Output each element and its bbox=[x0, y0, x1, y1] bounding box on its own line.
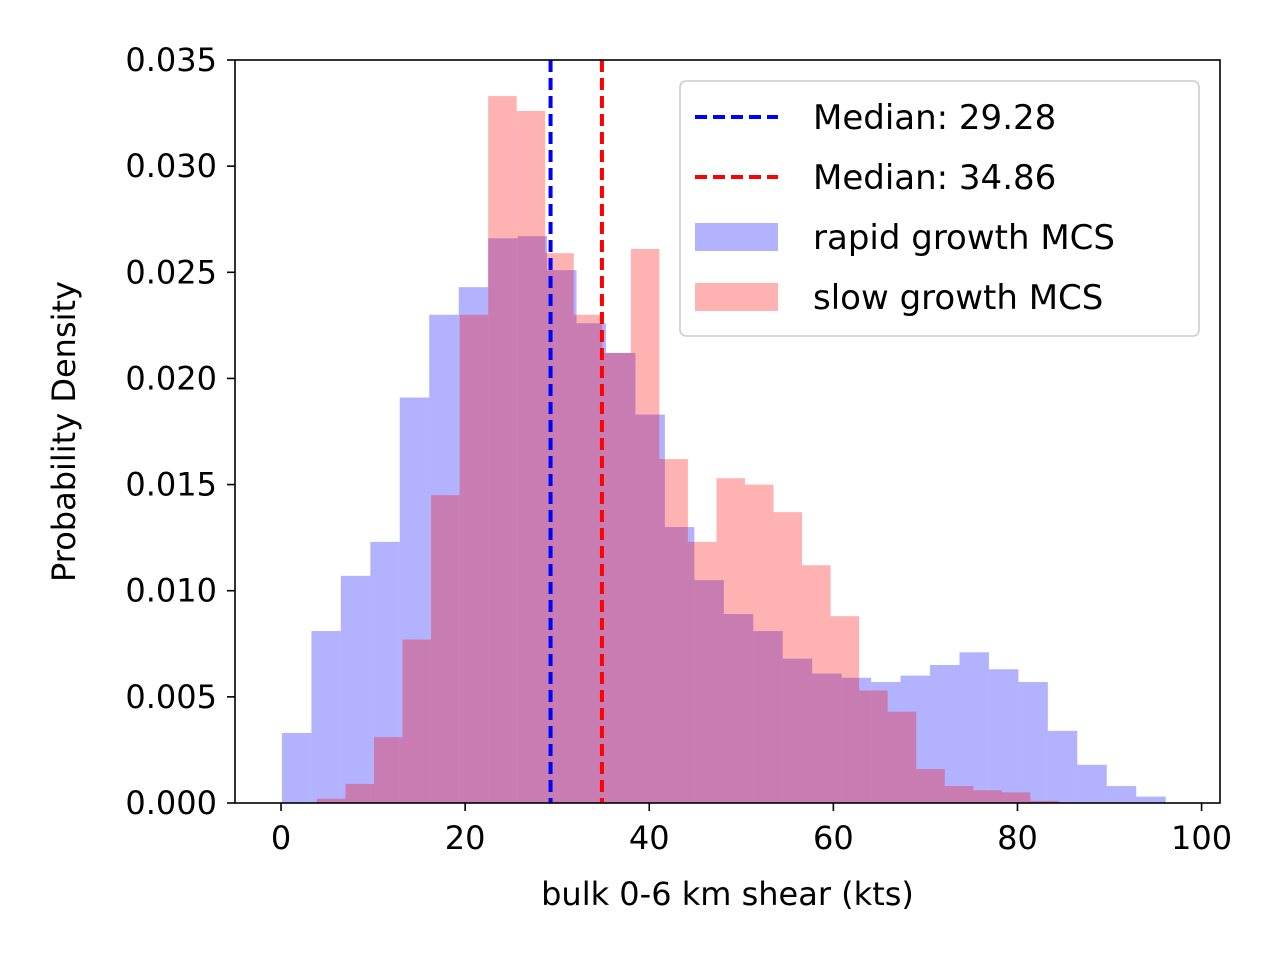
slow-growth-mcs-bar bbox=[744, 484, 774, 803]
slow-growth-mcs-bar bbox=[1001, 792, 1031, 803]
slow-growth-mcs-bar bbox=[488, 96, 517, 804]
y-tick-label: 0.005 bbox=[125, 678, 217, 716]
slow-growth-mcs-bar bbox=[830, 616, 860, 803]
rapid-growth-mcs-bar bbox=[900, 675, 931, 803]
rapid-growth-mcs-bar bbox=[488, 238, 518, 803]
rapid-growth-mcs-bar bbox=[694, 580, 724, 803]
rapid-growth-mcs-bar bbox=[517, 236, 548, 803]
slow-growth-mcs-bar bbox=[374, 737, 403, 803]
y-tick-label: 0.010 bbox=[125, 572, 217, 610]
rapid-growth-mcs-bar bbox=[311, 631, 341, 803]
slow-growth-mcs-bar bbox=[459, 314, 489, 803]
x-tick-label: 40 bbox=[629, 819, 670, 857]
x-axis-ticks: 0 20 40 60 80 100 bbox=[271, 803, 1232, 857]
y-tick-label: 0.025 bbox=[125, 253, 217, 291]
rapid-growth-mcs-bar bbox=[281, 732, 312, 803]
slow-growth-mcs-bar bbox=[802, 565, 831, 803]
slow-growth-mcs-bar bbox=[716, 478, 745, 803]
plot-frame bbox=[234, 59, 1221, 804]
slow-growth-mcs-bar bbox=[659, 459, 688, 803]
rapid-growth-mcs-bar bbox=[959, 652, 989, 803]
legend-median-rapid-label: Median: 29.28 bbox=[813, 98, 1056, 138]
rapid-growth-mcs-bar bbox=[635, 414, 665, 803]
rapid-growth-mcs-bar bbox=[753, 631, 783, 803]
x-tick-label: 100 bbox=[1171, 819, 1232, 857]
rapid-growth-mcs-bar bbox=[871, 681, 901, 803]
y-axis-label: Probability Density bbox=[45, 281, 83, 582]
rapid-growth-mcs-bar bbox=[1077, 764, 1107, 803]
slow-growth-mcs-bar bbox=[602, 352, 631, 803]
rapid-growth-mcs-bar bbox=[812, 673, 842, 803]
legend-rapid-growth-swatch bbox=[695, 223, 778, 251]
legend-slow-growth-swatch bbox=[695, 283, 778, 311]
slow-growth-mcs-bar bbox=[1030, 800, 1059, 803]
slow-growth-mcs-bar bbox=[573, 314, 603, 803]
slow-growth-mcs-bar bbox=[687, 541, 717, 803]
slow-growth-mcs-bar bbox=[316, 798, 346, 803]
x-axis-label: bulk 0-6 km shear (kts) bbox=[541, 875, 914, 913]
rapid-growth-mcs-bar bbox=[782, 658, 813, 803]
x-tick-label: 60 bbox=[813, 819, 854, 857]
rapid-growth-mcs-bar bbox=[988, 669, 1019, 803]
slow-growth-mcs-bar bbox=[773, 512, 803, 803]
rapid-growth-mcs-bar bbox=[930, 665, 960, 803]
rapid-growth-mcs-bar bbox=[841, 677, 872, 803]
legend-slow-growth-label: slow growth MCS bbox=[813, 278, 1103, 318]
rapid-growth-mcs-bar bbox=[370, 541, 400, 803]
y-tick-label: 0.020 bbox=[125, 359, 217, 397]
slow-growth-mcs-bar bbox=[431, 495, 460, 803]
y-tick-label: 0.030 bbox=[125, 147, 217, 185]
rapid-growth-mcs-bar bbox=[399, 397, 430, 803]
slow-growth-mcs-bar bbox=[859, 690, 888, 803]
bars-layer bbox=[281, 96, 1166, 804]
slow-growth-mcs-bar bbox=[345, 783, 375, 803]
slow-growth-mcs-bar bbox=[887, 711, 917, 803]
y-axis-ticks: 0.000 0.005 0.010 0.015 0.020 0.025 0.030 0.035 bbox=[125, 41, 235, 822]
median-lines-layer bbox=[548, 60, 604, 803]
slow-growth-mcs-bar bbox=[402, 639, 432, 803]
y-tick-label: 0.015 bbox=[125, 466, 217, 504]
slow-growth-mcs-bar bbox=[630, 248, 660, 804]
rapid-growth-mcs-bar bbox=[340, 575, 371, 803]
rapid-growth-mcs-bar bbox=[605, 352, 636, 803]
slow-growth-mcs-bar bbox=[944, 786, 974, 803]
slow-growth-mcs-bar bbox=[916, 769, 945, 803]
rapid-growth-mcs-bar bbox=[1018, 681, 1048, 803]
rapid-growth-mcs-bar bbox=[664, 527, 695, 803]
x-tick-label: 80 bbox=[997, 819, 1038, 857]
rapid-growth-mcs-bar bbox=[458, 287, 489, 803]
legend-rapid-growth-label: rapid growth MCS bbox=[813, 218, 1115, 258]
slow-growth-mcs-bar bbox=[973, 790, 1002, 803]
legend-median-slow-label: Median: 34.86 bbox=[813, 158, 1056, 198]
slow-growth-mcs-bar bbox=[516, 110, 546, 804]
y-tick-label: 0.035 bbox=[125, 41, 217, 79]
x-tick-label: 0 bbox=[271, 819, 291, 857]
rapid-growth-mcs-bar bbox=[723, 614, 754, 803]
x-tick-label: 20 bbox=[445, 819, 486, 857]
rapid-growth-mcs-bar bbox=[429, 314, 459, 803]
legend: Median: 29.28 Median: 34.86 rapid growth… bbox=[679, 80, 1200, 337]
rapid-growth-mcs-bar bbox=[1047, 730, 1078, 803]
rapid-growth-mcs-bar bbox=[1106, 786, 1137, 803]
legend-box bbox=[679, 80, 1200, 337]
rapid-growth-mcs-bar bbox=[1136, 796, 1166, 803]
y-tick-label: 0.000 bbox=[125, 784, 217, 822]
